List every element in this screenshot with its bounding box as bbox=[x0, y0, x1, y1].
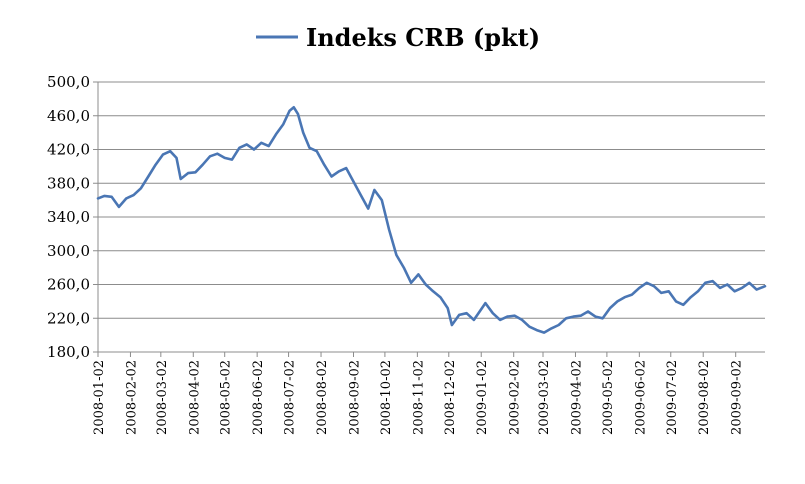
x-tick-labels: 2008-01-02 2008-02-02 2008-03-02 2008-04-02… bbox=[92, 360, 745, 435]
x-tick-label: 2008-03-02 bbox=[155, 360, 170, 435]
x-tick-label: 2008-05-02 bbox=[219, 360, 234, 435]
series-line-crb-index bbox=[96, 106, 767, 334]
y-tick-label: 340,0 bbox=[47, 208, 90, 226]
x-tick-label: 2009-03-02 bbox=[537, 360, 552, 435]
x-tick-label: 2009-09-02 bbox=[730, 360, 745, 435]
x-tick-label: 2009-01-02 bbox=[475, 360, 490, 435]
x-tick-label: 2008-12-02 bbox=[443, 360, 458, 435]
x-tick-label: 2008-01-02 bbox=[92, 360, 107, 435]
x-tick-label: 2009-05-02 bbox=[601, 360, 616, 435]
y-tick-label: 500,0 bbox=[47, 73, 90, 91]
y-tick-labels: 180,0 220,0 260,0 300,0 340,0 380,0 420,0 460,0… bbox=[47, 73, 90, 361]
y-tick-label: 460,0 bbox=[47, 107, 90, 125]
x-tick-label: 2009-08-02 bbox=[697, 360, 712, 435]
y-tick-label: 220,0 bbox=[47, 309, 90, 327]
legend: Indeks CRB (pkt) bbox=[256, 23, 540, 52]
x-tick-label: 2008-10-02 bbox=[379, 360, 394, 435]
x-tick-label: 2008-04-02 bbox=[187, 360, 202, 435]
x-tick-label: 2009-06-02 bbox=[633, 360, 648, 435]
y-tick-label: 260,0 bbox=[47, 276, 90, 294]
x-tick-label: 2009-04-02 bbox=[569, 360, 584, 435]
y-tick-label: 180,0 bbox=[47, 343, 90, 361]
x-tick-label: 2008-09-02 bbox=[347, 360, 362, 435]
legend-label: Indeks CRB (pkt) bbox=[306, 23, 540, 52]
y-tick-label: 420,0 bbox=[47, 141, 90, 159]
x-tick-label: 2008-11-02 bbox=[411, 360, 426, 435]
x-tick-label: 2008-06-02 bbox=[251, 360, 266, 435]
x-tick-label: 2008-02-02 bbox=[124, 360, 139, 435]
y-tick-label: 380,0 bbox=[47, 174, 90, 192]
x-tick-label: 2008-07-02 bbox=[283, 360, 298, 435]
grid bbox=[98, 81, 765, 319]
x-tick-label: 2009-02-02 bbox=[508, 360, 523, 435]
axes bbox=[93, 81, 765, 357]
x-tick-label: 2009-07-02 bbox=[665, 360, 680, 435]
y-tick-label: 300,0 bbox=[47, 242, 90, 260]
x-tick-label: 2008-08-02 bbox=[315, 360, 330, 435]
